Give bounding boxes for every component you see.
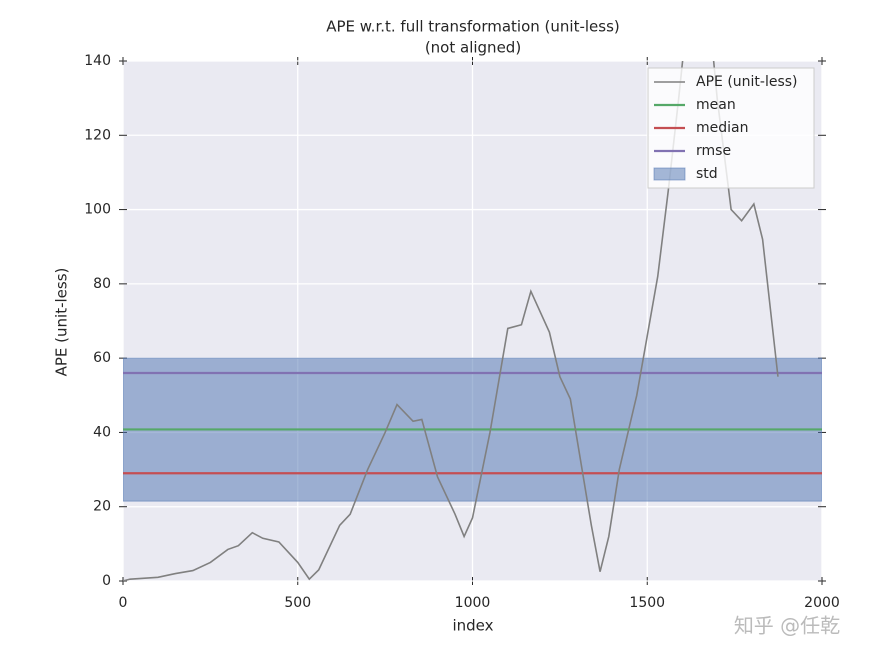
y-axis-label: APE (unit-less)	[53, 268, 71, 377]
y-tick-label: 40	[93, 424, 111, 440]
legend-label: rmse	[696, 143, 731, 159]
chart-subtitle: (not aligned)	[425, 39, 521, 57]
legend-label: std	[696, 166, 718, 182]
legend-label: median	[696, 120, 748, 136]
x-tick-label: 1000	[455, 595, 491, 611]
x-tick-label: 500	[284, 595, 311, 611]
y-tick-label: 140	[84, 53, 111, 69]
x-tick-label: 1500	[629, 595, 665, 611]
y-tick-label: 100	[84, 202, 111, 218]
watermark: 知乎 @任乾	[734, 614, 840, 638]
legend-label: mean	[696, 97, 736, 113]
y-tick-label: 0	[102, 573, 111, 589]
y-tick-label: 120	[84, 127, 111, 143]
y-tick-label: 80	[93, 276, 111, 292]
legend-label: APE (unit-less)	[696, 74, 798, 90]
chart-title: APE w.r.t. full transformation (unit-les…	[326, 18, 620, 36]
y-tick-label: 20	[93, 499, 111, 515]
plot-area	[123, 61, 822, 581]
x-tick-label: 2000	[804, 595, 840, 611]
x-axis-label: index	[452, 617, 493, 635]
ape-line	[123, 61, 779, 581]
legend-swatch	[653, 167, 686, 181]
y-tick-label: 60	[93, 350, 111, 366]
x-tick-label: 0	[119, 595, 128, 611]
